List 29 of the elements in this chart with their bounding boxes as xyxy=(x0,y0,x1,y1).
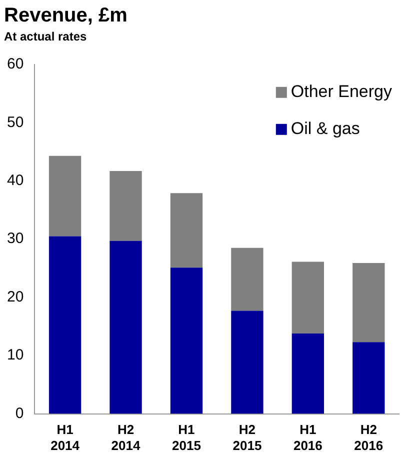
bar xyxy=(48,156,82,236)
bar xyxy=(231,310,264,414)
bar xyxy=(110,240,142,414)
x-tick-label: H2 2014 xyxy=(111,422,141,453)
bar xyxy=(292,262,324,334)
legend-label: Other Energy xyxy=(290,82,392,102)
bar xyxy=(170,268,203,414)
y-tick-label: 60 xyxy=(6,56,24,73)
x-tick-label: H1 2014 xyxy=(50,422,80,453)
y-tick-label: 30 xyxy=(6,230,24,248)
chart-title: Revenue, £m xyxy=(4,4,128,27)
bar xyxy=(231,248,264,311)
x-tick-label: H2 2015 xyxy=(232,422,262,453)
x-tick-label: H1 2015 xyxy=(172,422,201,453)
x-tick-label: H1 2016 xyxy=(293,422,322,453)
bar xyxy=(110,170,142,241)
legend-label: Oil & gas xyxy=(290,119,360,138)
chart-subtitle: At actual rates xyxy=(4,30,88,44)
y-tick-label: 0 xyxy=(15,404,24,422)
bar xyxy=(170,193,203,268)
bar xyxy=(48,236,82,414)
bar xyxy=(352,342,385,414)
x-tick-label: H2 2016 xyxy=(354,422,384,453)
y-tick-label: 10 xyxy=(6,346,24,364)
bar xyxy=(352,262,385,342)
y-tick-label: 50 xyxy=(6,114,24,131)
bar xyxy=(292,333,324,414)
y-tick-label: 40 xyxy=(6,172,24,190)
y-tick-label: 20 xyxy=(6,288,24,306)
